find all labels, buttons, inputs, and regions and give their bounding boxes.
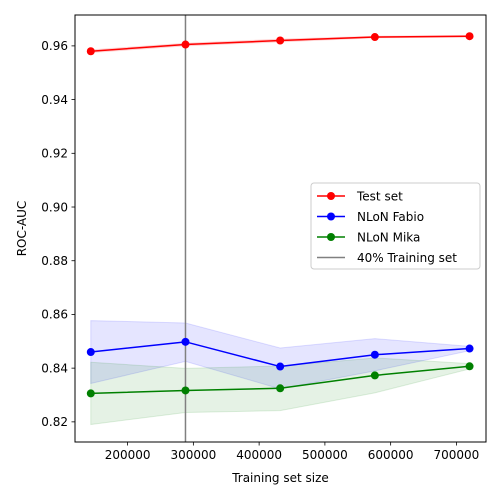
y-tick-label: 0.86 [41,308,68,322]
nlon-mika-point [86,389,95,398]
test-set-point [181,40,190,49]
legend-test-set-marker [327,192,335,200]
x-tick-label: 600000 [368,448,414,462]
y-axis-ticks: 0.82 0.84 0.86 0.88 0.90 0.92 0.94 0.96 [41,39,75,429]
legend-nlon-fabio-marker [327,212,335,221]
y-tick-label: 0.84 [41,361,68,375]
y-tick-label: 0.88 [41,254,68,268]
nlon-mika-point [181,386,190,395]
legend-test-set-label: Test set [356,189,403,203]
y-tick-label: 0.82 [41,415,68,429]
series-points [86,32,474,398]
legend-nlon-mika-label: NLoN Mika [357,230,420,244]
legend-40pct-training-set-label: 40% Training set [357,251,457,265]
test-set-point [276,36,285,45]
x-tick-label: 500000 [302,448,348,462]
y-tick-label: 0.92 [41,147,68,161]
legend-nlon-mika-marker [327,233,335,241]
y-tick-label: 0.96 [41,39,68,53]
y-tick-label: 0.94 [41,93,68,107]
nlon-fabio-point [370,350,379,359]
nlon-fabio-point [465,344,474,353]
x-tick-label: 400000 [236,448,282,462]
nlon-fabio-point [86,348,95,357]
x-tick-label: 700000 [434,448,480,462]
legend-nlon-fabio-label: NLoN Fabio [357,210,424,224]
x-axis-ticks: 200000 300000 400000 500000 600000 700000 [105,442,480,462]
legend-box [310,182,481,270]
legend: Test set NLoN Fabio NLoN Mika 40% Training … [310,182,481,270]
test-set-point [86,47,95,56]
test-set-point [370,33,379,42]
x-tick-label: 200000 [105,448,151,462]
nlon-mika-point [370,371,379,380]
plot-frame [74,14,487,443]
y-axis-label: ROC-AUC [15,201,29,257]
x-axis-label: Training set size [231,471,329,485]
y-tick-label: 0.90 [41,200,68,214]
nlon-mika-point [465,362,474,371]
nlon-mika-point [276,384,285,393]
x-tick-label: 300000 [170,448,216,462]
nlon-fabio-point [276,362,285,371]
test-set-point [465,32,474,41]
nlon-fabio-point [181,337,190,346]
